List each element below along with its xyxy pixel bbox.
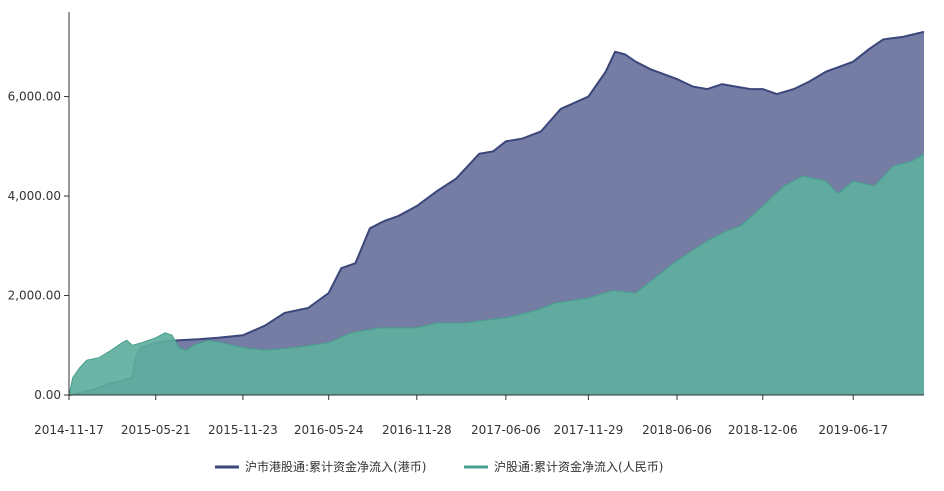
series-2-line xyxy=(68,153,925,396)
x-tick-label: 2017-06-06 xyxy=(471,423,541,437)
plot-area xyxy=(68,30,925,396)
y-tick-label: 6,000.00 xyxy=(8,90,61,104)
x-tick-label: 2015-11-23 xyxy=(208,423,278,437)
x-tick-label: 2016-11-28 xyxy=(382,423,452,437)
y-tick-label: 4,000.00 xyxy=(8,189,61,203)
x-tick-label: 2019-06-17 xyxy=(818,423,888,437)
legend-label-2[interactable]: 沪股通:累计资金净流入(人民币) xyxy=(494,459,663,474)
x-tick-label: 2016-05-24 xyxy=(294,423,364,437)
y-axis-ticks: 0.00 2,000.00 4,000.00 6,000.00 xyxy=(8,90,69,402)
legend: 沪市港股通:累计资金净流入(港币) 沪股通:累计资金净流入(人民币) xyxy=(215,459,663,474)
x-axis-ticks: 2014-11-17 2015-05-21 2015-11-23 2016-05-24… xyxy=(34,395,888,437)
x-tick-label: 2018-06-06 xyxy=(642,423,712,437)
x-tick-label: 2015-05-21 xyxy=(121,423,191,437)
x-tick-label: 2014-11-17 xyxy=(34,423,104,437)
y-tick-label: 2,000.00 xyxy=(8,289,61,303)
y-tick-label: 0.00 xyxy=(34,388,61,402)
x-tick-label: 2018-12-06 xyxy=(728,423,798,437)
series-2-area xyxy=(69,153,924,395)
x-tick-label: 2017-11-29 xyxy=(554,423,624,437)
legend-label-1[interactable]: 沪市港股通:累计资金净流入(港币) xyxy=(245,459,426,474)
